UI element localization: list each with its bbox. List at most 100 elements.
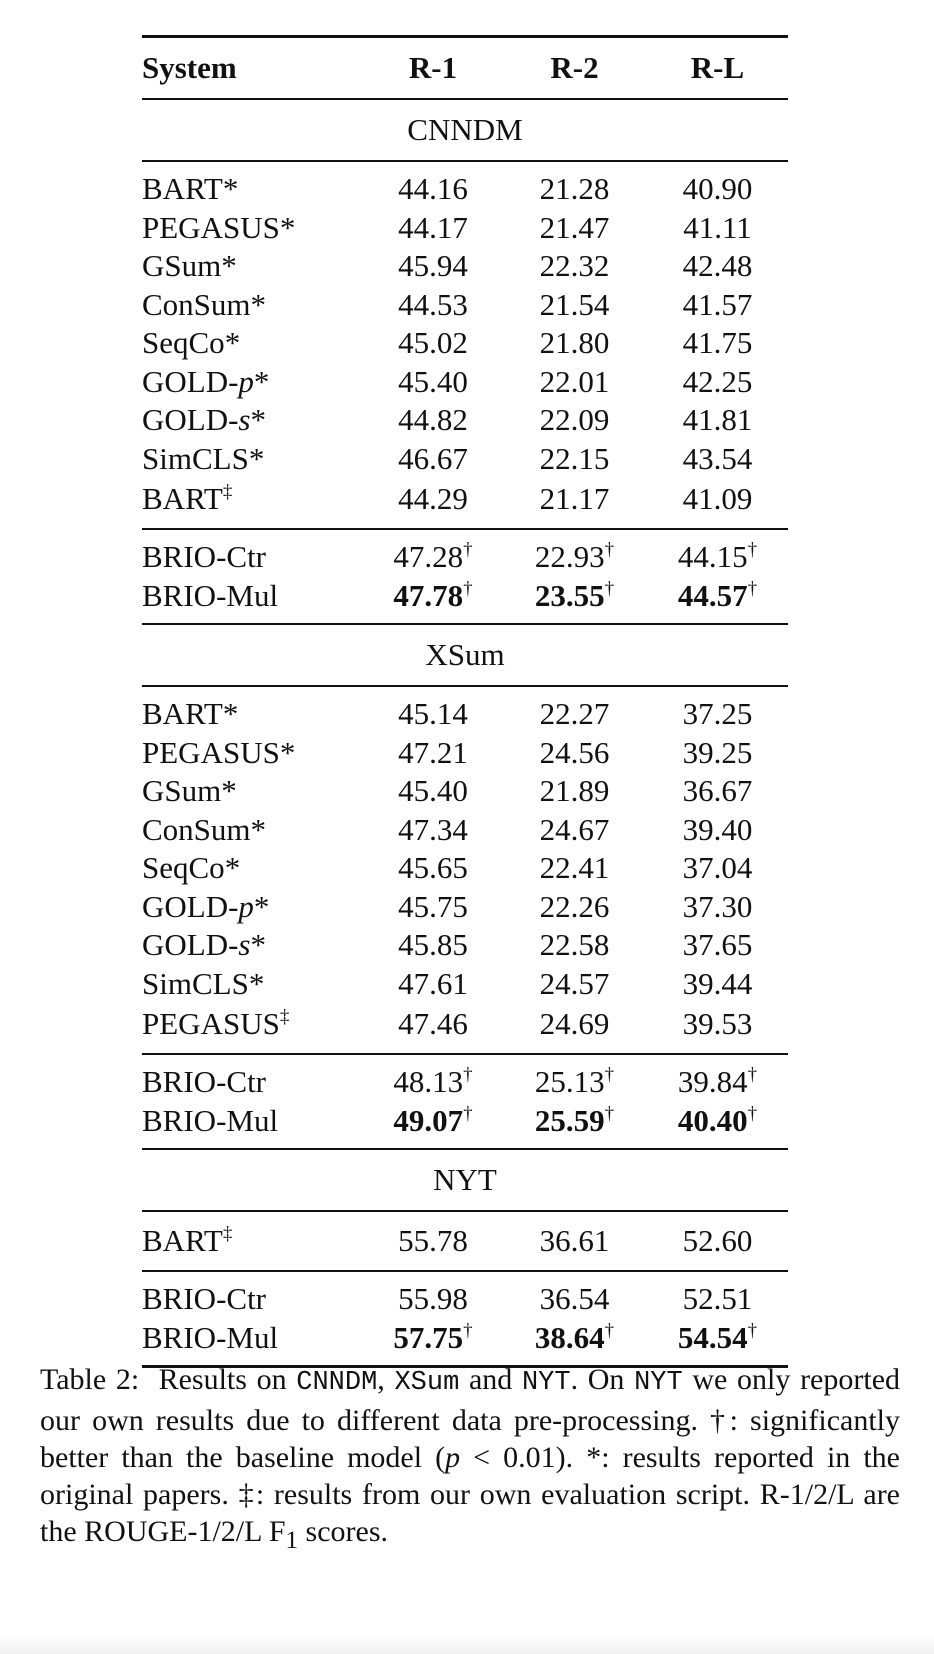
score-r2: 22.01 xyxy=(539,363,610,399)
score-rl-cell: 42.25 xyxy=(647,363,788,402)
score-rl: 43.54 xyxy=(682,440,753,476)
score-r2-cell: 22.32 xyxy=(502,247,647,286)
reported-mark: * xyxy=(279,734,296,770)
system-name: GOLD- xyxy=(142,363,239,399)
score-r1: 55.98 xyxy=(398,1281,468,1317)
score-rl: 39.25 xyxy=(682,734,753,770)
system-name-cell: BRIO-Mul xyxy=(142,576,364,625)
score-rl-cell: 52.60 xyxy=(647,1211,788,1272)
system-name-cell: BART* xyxy=(142,686,364,734)
score-r2: 21.17 xyxy=(539,481,610,516)
significance-mark: † xyxy=(463,539,473,561)
score-r1-cell: 47.78† xyxy=(364,576,502,625)
score-r1-cell: 47.34 xyxy=(364,811,502,850)
table-row: BRIO-Mul 57.75† 38.64† 54.54† xyxy=(142,1318,788,1368)
score-r1-cell: 45.40 xyxy=(364,363,502,402)
system-name-cell: GOLD-p* xyxy=(142,363,364,402)
score-r2: 38.64 xyxy=(534,1319,605,1355)
reported-mark: * xyxy=(248,965,265,1001)
reported-mark: * xyxy=(250,402,267,438)
score-rl-cell: 52.51 xyxy=(647,1271,788,1319)
system-name: GSum xyxy=(142,773,222,809)
score-rl: 37.04 xyxy=(682,850,753,886)
reported-mark: * xyxy=(250,286,267,322)
significance-mark: † xyxy=(604,578,615,600)
system-name-cell: BART‡ xyxy=(142,1211,364,1272)
score-r2: 22.27 xyxy=(539,696,610,732)
section-header-row: XSum xyxy=(142,624,788,687)
reported-mark: * xyxy=(250,811,267,847)
system-name-cell: GOLD-p* xyxy=(142,888,364,927)
header-system: System xyxy=(142,36,364,100)
score-r1: 44.53 xyxy=(398,286,468,322)
score-rl: 40.90 xyxy=(682,171,753,207)
score-r1: 45.65 xyxy=(398,850,468,886)
caption-text-7: scores. xyxy=(298,1515,389,1548)
score-r2-cell: 22.09 xyxy=(502,401,647,440)
system-name-cell: PEGASUS* xyxy=(142,209,364,248)
score-r2-cell: 24.67 xyxy=(502,811,647,850)
score-rl-cell: 41.81 xyxy=(647,401,788,440)
score-r2: 22.26 xyxy=(539,888,610,924)
system-name: BART xyxy=(142,481,223,516)
reported-mark: * xyxy=(250,927,267,963)
score-rl-cell: 41.11 xyxy=(647,209,788,248)
header-rl: R-L xyxy=(647,36,788,100)
system-name-cell: BRIO-Ctr xyxy=(142,1054,364,1102)
reported-mark: * xyxy=(253,888,270,924)
score-rl-cell: 39.53 xyxy=(647,1003,788,1055)
table-row: ConSum* 44.53 21.54 41.57 xyxy=(142,286,788,325)
score-rl-cell: 39.44 xyxy=(647,965,788,1004)
system-name: SeqCo xyxy=(142,325,225,361)
section-name: NYT xyxy=(142,1149,788,1212)
score-r1-cell: 47.61 xyxy=(364,965,502,1004)
table-row: ConSum* 47.34 24.67 39.40 xyxy=(142,811,788,850)
score-r2: 22.41 xyxy=(539,850,610,886)
score-r2-cell: 21.17 xyxy=(502,478,647,530)
score-rl: 37.30 xyxy=(682,888,753,924)
caption-text-2: , xyxy=(377,1363,395,1396)
score-r1: 47.21 xyxy=(398,734,468,770)
own-eval-mark: ‡ xyxy=(222,1223,233,1245)
score-r1: 45.40 xyxy=(398,363,468,399)
table-row: BART‡ 55.78 36.61 52.60 xyxy=(142,1211,788,1272)
score-rl-cell: 40.90 xyxy=(647,161,788,209)
caption-dataset-nyt: NYT xyxy=(521,1368,571,1398)
significance-mark: † xyxy=(747,539,758,561)
system-name: GOLD- xyxy=(142,888,239,924)
system-name-cell: SimCLS* xyxy=(142,965,364,1004)
table-row: BRIO-Ctr 47.28† 22.93† 44.15† xyxy=(142,529,788,577)
score-r2: 25.13 xyxy=(534,1064,605,1100)
score-r2: 36.54 xyxy=(539,1281,610,1317)
system-name-cell: BART‡ xyxy=(142,478,364,530)
score-r1-cell: 46.67 xyxy=(364,440,502,479)
score-r1-cell: 55.78 xyxy=(364,1211,502,1272)
score-r2: 36.61 xyxy=(539,1223,610,1258)
score-r2: 22.09 xyxy=(539,402,610,438)
score-r1: 47.78 xyxy=(393,577,464,613)
score-r1-cell: 45.65 xyxy=(364,849,502,888)
score-r1-cell: 45.94 xyxy=(364,247,502,286)
score-rl: 41.11 xyxy=(683,209,752,245)
score-r1-cell: 44.17 xyxy=(364,209,502,248)
score-r2-cell: 38.64† xyxy=(502,1318,647,1368)
table-row: SeqCo* 45.02 21.80 41.75 xyxy=(142,324,788,363)
system-name-cell: GOLD-s* xyxy=(142,926,364,965)
system-name-cell: GOLD-s* xyxy=(142,401,364,440)
table-row: SimCLS* 47.61 24.57 39.44 xyxy=(142,965,788,1004)
system-name: GSum xyxy=(142,248,222,284)
score-rl: 52.51 xyxy=(682,1281,753,1317)
score-r2: 23.55 xyxy=(534,577,605,613)
score-r2: 24.57 xyxy=(539,965,610,1001)
score-r1: 44.82 xyxy=(398,402,468,438)
score-rl: 41.81 xyxy=(682,402,753,438)
significance-mark: † xyxy=(463,1103,473,1125)
score-rl: 39.44 xyxy=(682,965,753,1001)
score-rl: 40.40 xyxy=(677,1102,748,1138)
score-r2-cell: 21.80 xyxy=(502,324,647,363)
table-row: GOLD-p* 45.75 22.26 37.30 xyxy=(142,888,788,927)
score-r2-cell: 24.57 xyxy=(502,965,647,1004)
system-name-cell: GSum* xyxy=(142,772,364,811)
score-r1: 49.07 xyxy=(393,1102,464,1138)
reported-mark: * xyxy=(222,171,239,207)
